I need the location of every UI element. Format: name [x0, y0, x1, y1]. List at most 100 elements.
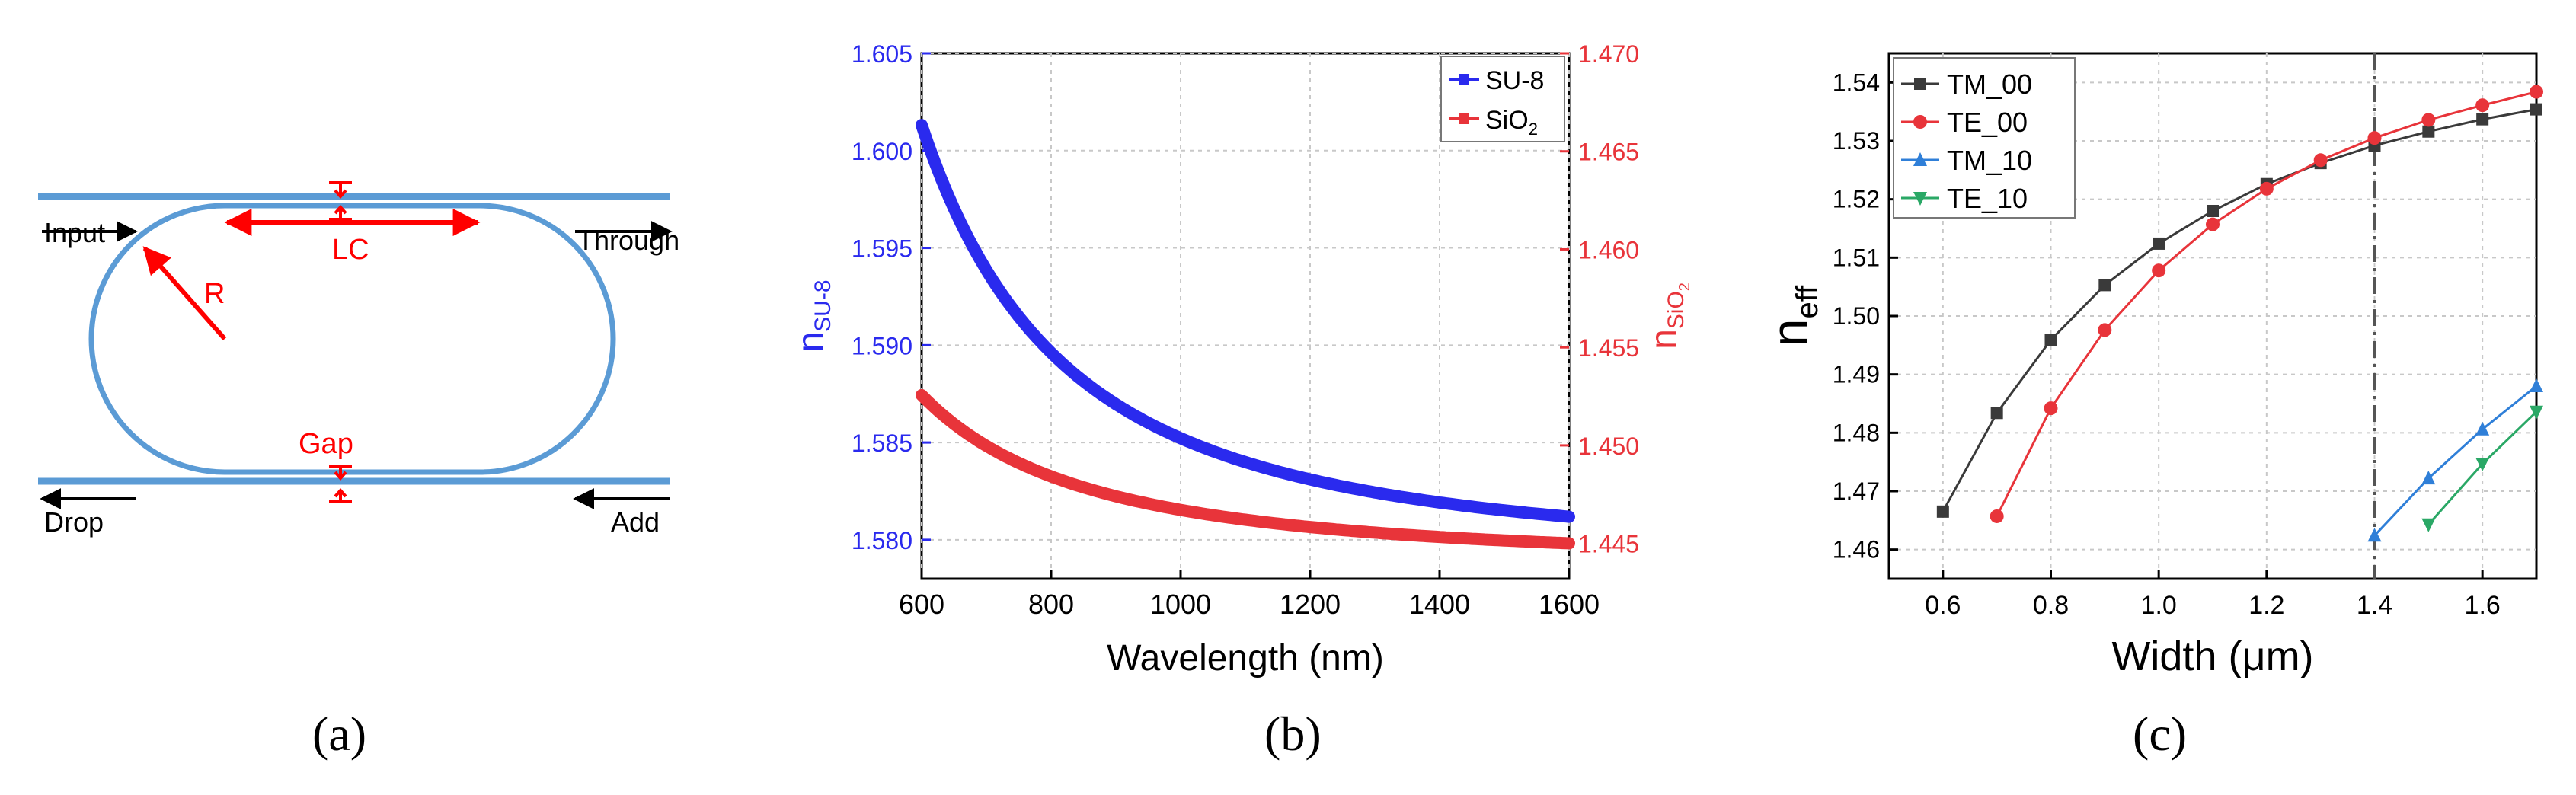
panel-b-chart: 600 800 1000 1200 1400 1600 1.580 1.585 1.590 1.5…: [791, 40, 1693, 761]
x-tick-label-b: 1600: [1539, 589, 1600, 620]
y-label-c-n: n: [1761, 319, 1817, 347]
x-tick-label-c: 1.0: [2141, 591, 2177, 620]
legend-text-su8: SU-8: [1485, 66, 1544, 95]
point-tm_00: [2476, 113, 2489, 126]
point-tm_00: [2422, 125, 2435, 138]
y-right-label-sub: SiO: [1664, 291, 1689, 329]
legend-b: SU-8 SiO2: [1440, 56, 1565, 142]
point-tm_00: [1990, 407, 2003, 420]
y-right-tick-label-b: 1.450: [1578, 433, 1639, 460]
panel-a-diagram: Input Through Drop Add LC R Gap (a): [38, 181, 679, 761]
y-tick-label-c: 1.49: [1833, 361, 1880, 388]
legend-marker-tm_10: [1913, 152, 1927, 166]
radius-arrow: [142, 246, 227, 340]
point-te_10: [2475, 457, 2490, 471]
label-gap: Gap: [299, 428, 353, 460]
y-left-label-n: n: [791, 332, 831, 353]
legend-box-b: [1440, 56, 1565, 142]
caption-b: (b): [1264, 707, 1322, 761]
x-tick-label-c: 0.6: [1925, 591, 1961, 620]
point-te_00: [2313, 153, 2328, 168]
y-left-tick-label-b: 1.585: [852, 429, 912, 457]
svg-text:nSiO2: nSiO2: [1644, 283, 1693, 350]
legend-text-tm_00: TM_00: [1947, 69, 2032, 100]
y-right-label-sub2: 2: [1676, 283, 1693, 291]
racetrack-ring: [88, 203, 616, 475]
point-te_00: [2206, 217, 2220, 231]
legend-marker-tm_00: [1914, 78, 1926, 90]
label-lc: LC: [332, 234, 369, 266]
point-tm_10: [2367, 528, 2382, 542]
y-tick-label-c: 1.54: [1833, 69, 1880, 96]
caption-a: (a): [312, 707, 366, 761]
y-left-label-sub: SU-8: [810, 279, 836, 331]
y-right-tick-label-b: 1.465: [1578, 139, 1639, 166]
y-tick-label-c: 1.51: [1833, 244, 1880, 271]
y-left-tick-label-b: 1.595: [852, 235, 912, 263]
point-te_00: [2044, 401, 2058, 416]
legend-text-te_00: TE_00: [1947, 107, 2028, 138]
point-te_10: [2421, 518, 2436, 532]
legend-text-tm_10: TM_10: [1947, 145, 2032, 176]
x-tick-label-c: 1.2: [2248, 591, 2284, 620]
x-tick-label-b: 1000: [1150, 589, 1211, 620]
legend-marker-te_00: [1913, 115, 1927, 129]
point-tm_00: [1936, 505, 1949, 518]
y-right-tick-label-b: 1.470: [1578, 40, 1639, 68]
point-te_10: [2530, 405, 2543, 420]
svg-text:neff: neff: [1761, 285, 1824, 346]
y-tick-label-c: 1.47: [1833, 477, 1880, 505]
panel-c-chart: 0.6 0.8 1.0 1.2 1.4 1.6 1.46 1.47 1.48 1.49 1.50 1.…: [1761, 52, 2543, 761]
label-drop: Drop: [44, 506, 104, 538]
y-tick-label-c: 1.53: [1833, 127, 1880, 155]
bottom-gap-marker: [329, 465, 352, 503]
legend-c: TM_00 TE_00 TM_10 TE_10: [1893, 57, 2076, 219]
point-tm_10: [2530, 378, 2543, 392]
series-su8-line: [916, 119, 1575, 523]
y-right-tick-label-b: 1.455: [1578, 334, 1639, 362]
svg-text:SiO2: SiO2: [1485, 106, 1538, 139]
y-left-tick-label-b: 1.600: [852, 138, 912, 165]
y-label-c-sub: eff: [1791, 285, 1824, 319]
point-te_00: [2530, 85, 2543, 99]
caption-c: (c): [2133, 707, 2187, 761]
top-gap-marker: [329, 181, 352, 221]
legend-marker-sio2: [1459, 113, 1469, 124]
series-tm_10-line: [2373, 385, 2537, 537]
x-tick-label-c: 0.8: [2033, 591, 2069, 620]
point-tm_00: [2207, 205, 2219, 217]
y-label-c: neff: [1761, 285, 1824, 346]
legend-text-sio2-sub: 2: [1529, 120, 1538, 139]
x-tick-label-c: 1.4: [2357, 591, 2392, 620]
point-te_00: [2475, 98, 2490, 113]
legend-text-sio2: SiO: [1485, 106, 1529, 135]
x-tick-label-b: 800: [1028, 589, 1074, 620]
y-tick-label-c: 1.48: [1833, 419, 1880, 446]
y-tick-label-c: 1.46: [1833, 536, 1880, 564]
svg-text:nSU-8: nSU-8: [791, 279, 836, 352]
x-tick-label-b: 600: [899, 589, 944, 620]
label-input: Input: [44, 217, 105, 248]
series-sio2-line: [916, 388, 1575, 550]
point-te_00: [2367, 131, 2382, 145]
x-axis-label-b: Wavelength (nm): [1107, 638, 1384, 678]
y-left-tick-label-b: 1.580: [852, 527, 912, 554]
x-tick-label-b: 1400: [1409, 589, 1470, 620]
point-tm_10: [2421, 471, 2436, 485]
x-tick-label-c: 1.6: [2465, 591, 2501, 620]
x-axis-label-c: Width (μm): [2111, 634, 2313, 679]
y-right-tick-label-b: 1.460: [1578, 236, 1639, 263]
y-right-label-b: nSiO2: [1644, 283, 1693, 350]
legend-marker-te_10: [1913, 192, 1927, 206]
y-left-tick-label-b: 1.590: [852, 332, 912, 359]
y-left-tick-label-b: 1.605: [852, 40, 912, 68]
point-tm_00: [2530, 103, 2542, 116]
x-tick-label-b: 1200: [1280, 589, 1341, 620]
y-right-tick-label-b: 1.445: [1578, 531, 1639, 558]
point-te_00: [1990, 509, 2004, 523]
legend-marker-su8: [1459, 74, 1469, 85]
point-tm_00: [2098, 279, 2111, 292]
series-tm_00-line: [1942, 108, 2537, 512]
point-te_00: [2098, 323, 2112, 337]
